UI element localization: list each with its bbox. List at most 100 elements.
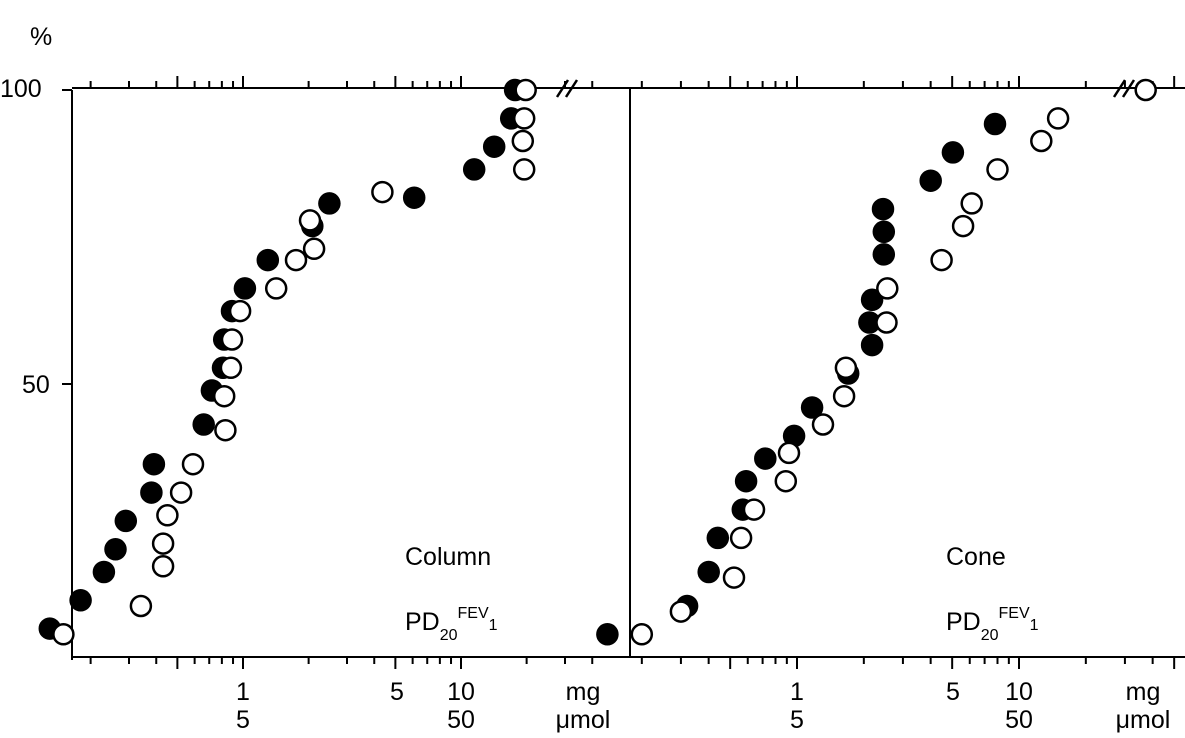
data-point-open <box>284 248 308 272</box>
x-tick-label-umol-50: 50 <box>1005 706 1033 734</box>
panel-column: Column PD20FEV1 <box>38 78 537 646</box>
x-tick-label-mg-10: 10 <box>1005 678 1033 706</box>
panel-label-column: Column <box>405 543 491 571</box>
data-point-filled <box>872 220 896 244</box>
data-point-open <box>129 594 153 618</box>
panel-label-cone: Cone <box>946 543 1006 571</box>
data-point-open <box>512 107 536 130</box>
data-point-open <box>951 214 975 238</box>
x-unit-mg-label: mg <box>566 678 601 706</box>
data-point-filled <box>706 526 730 550</box>
data-point-filled <box>140 481 163 504</box>
data-point-filled <box>871 197 895 221</box>
data-point-filled <box>256 248 280 272</box>
data-point-open <box>834 356 858 380</box>
data-point-filled <box>983 112 1007 136</box>
data-point-open <box>228 299 252 323</box>
x-tick-label-umol-5: 5 <box>236 706 250 734</box>
data-point-open <box>774 469 798 493</box>
panel-cone: Cone PD20FEV1 <box>596 78 1157 646</box>
data-point-open <box>811 413 835 436</box>
data-point-open <box>219 356 243 380</box>
data-point-open <box>722 566 746 589</box>
data-point-open <box>1046 107 1070 130</box>
x-tick-label-mg-5: 5 <box>946 678 960 706</box>
series-points-cone <box>596 78 1157 646</box>
data-point-open <box>512 158 536 181</box>
y-unit-label: % <box>30 23 52 51</box>
data-point-filled <box>734 469 758 493</box>
data-point-open <box>264 277 288 300</box>
data-point-open <box>832 384 856 408</box>
data-point-open <box>669 600 693 623</box>
x-unit-mg-label: mg <box>1126 678 1161 706</box>
data-point-filled <box>596 623 619 646</box>
axis-break-column <box>555 79 579 98</box>
x-tick-label-mg-5: 5 <box>390 678 404 706</box>
data-point-open <box>214 418 237 442</box>
axes <box>62 87 1185 660</box>
data-point-open <box>630 623 654 646</box>
data-point-open <box>930 248 953 272</box>
x-tick-label-mg-10: 10 <box>447 678 475 706</box>
measure-label-cone: PD20FEV1 <box>946 605 1039 644</box>
data-point-filled <box>919 169 942 192</box>
data-point-open <box>875 311 898 334</box>
x-tick-label-umol-50: 50 <box>447 706 475 734</box>
data-point-filled <box>697 560 720 584</box>
x-tick-label-umol-5: 5 <box>790 706 804 734</box>
data-point-filled <box>233 277 257 300</box>
data-point-filled <box>482 135 506 158</box>
data-point-open <box>220 328 244 351</box>
data-point-filled <box>92 560 116 584</box>
data-point-open <box>156 504 179 527</box>
data-point-filled <box>402 186 426 209</box>
data-point-filled <box>462 158 486 181</box>
data-point-open <box>212 384 236 408</box>
x-tick-label-mg-1: 1 <box>790 678 804 706</box>
data-point-open <box>729 526 753 550</box>
axis-break-cone <box>1112 79 1136 98</box>
data-point-filled <box>114 509 138 533</box>
data-point-filled <box>860 288 884 312</box>
data-point-open <box>371 180 394 204</box>
data-point-filled <box>104 538 127 561</box>
x-tick-labels-column: 1 5 5 10 50 mg μmol <box>236 678 610 734</box>
data-point-open <box>151 532 175 555</box>
data-point-filled <box>872 243 896 266</box>
data-point-filled <box>941 141 965 164</box>
data-point-open <box>777 441 801 465</box>
data-point-filled <box>69 589 92 612</box>
x-axis-ticks <box>89 76 1176 669</box>
axis-breaks <box>555 79 1136 98</box>
data-point-open <box>742 498 766 521</box>
data-point-open <box>151 555 175 578</box>
data-point-open <box>514 78 537 102</box>
data-point-open <box>52 623 75 646</box>
data-point-open <box>181 452 205 476</box>
x-tick-label-mg-1: 1 <box>236 678 250 706</box>
data-point-open <box>511 129 535 153</box>
measure-label-column: PD20FEV1 <box>405 605 498 644</box>
x-unit-umol-label: μmol <box>1116 706 1171 734</box>
data-point-filled <box>318 192 341 215</box>
data-point-open <box>302 237 326 261</box>
data-point-filled <box>192 413 215 436</box>
y-tick-label-50: 50 <box>22 371 50 399</box>
series-points-column <box>38 78 537 646</box>
data-point-filled <box>800 396 824 419</box>
data-point-open <box>986 158 1009 181</box>
data-point-filled <box>142 452 166 476</box>
y-tick-label-100: 100 <box>0 75 42 103</box>
x-unit-umol-label: μmol <box>556 706 611 734</box>
data-point-filled <box>860 333 884 357</box>
data-point-open <box>876 277 899 300</box>
data-point-open <box>1134 78 1157 102</box>
data-point-filled <box>754 447 777 470</box>
data-point-open <box>298 209 322 232</box>
data-point-open <box>169 481 193 504</box>
x-tick-labels-cone: 1 5 5 10 50 mg μmol <box>790 678 1170 734</box>
data-point-open <box>1030 129 1053 153</box>
data-point-open <box>960 192 983 215</box>
